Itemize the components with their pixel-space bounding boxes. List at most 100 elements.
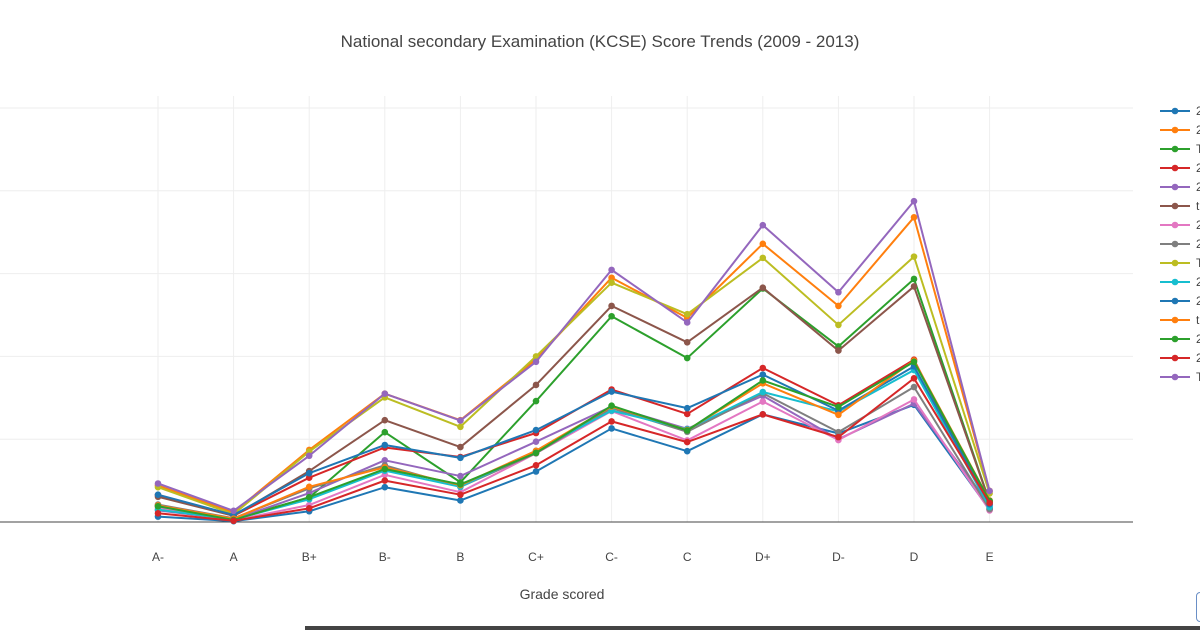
legend-item[interactable]: T <box>1160 370 1200 384</box>
data-point[interactable] <box>608 312 615 320</box>
data-point[interactable] <box>835 302 842 310</box>
data-point[interactable] <box>457 454 464 462</box>
data-point[interactable] <box>381 465 389 473</box>
data-point[interactable] <box>683 410 691 418</box>
data-point[interactable] <box>835 288 842 296</box>
data-point[interactable] <box>457 472 464 480</box>
data-point[interactable] <box>381 390 389 397</box>
data-point[interactable] <box>986 487 993 495</box>
data-point[interactable] <box>683 310 691 318</box>
data-point[interactable] <box>305 469 313 477</box>
data-point[interactable] <box>381 428 389 436</box>
legend-item[interactable]: 2 <box>1160 123 1200 137</box>
bottom-scrollbar[interactable] <box>305 626 1200 630</box>
legend-item[interactable]: T <box>1160 142 1200 156</box>
data-point[interactable] <box>910 283 918 290</box>
data-point[interactable] <box>910 358 918 366</box>
data-point[interactable] <box>759 284 767 291</box>
data-point[interactable] <box>457 497 464 504</box>
data-point[interactable] <box>835 433 842 441</box>
data-point[interactable] <box>759 221 767 229</box>
data-point[interactable] <box>532 461 540 469</box>
data-point[interactable] <box>910 275 918 283</box>
data-point[interactable] <box>230 517 237 525</box>
data-point[interactable] <box>532 358 540 366</box>
data-point[interactable] <box>381 483 389 491</box>
data-point[interactable] <box>532 449 540 457</box>
data-point[interactable] <box>608 274 615 282</box>
data-point[interactable] <box>835 403 842 411</box>
data-point[interactable] <box>305 452 313 460</box>
data-point[interactable] <box>381 477 389 484</box>
legend[interactable]: 2 2 T 2 2 t 2 2 T 2 2 t 2 2 T <box>1160 104 1200 384</box>
data-point[interactable] <box>154 502 162 510</box>
legend-item[interactable]: 2 <box>1160 161 1200 175</box>
data-point[interactable] <box>457 417 464 424</box>
legend-item[interactable]: 2 <box>1160 294 1200 308</box>
data-point[interactable] <box>154 491 162 498</box>
data-point[interactable] <box>683 319 691 326</box>
legend-item[interactable]: t <box>1160 199 1200 213</box>
legend-item[interactable]: T <box>1160 256 1200 270</box>
legend-item[interactable]: 2 <box>1160 104 1200 118</box>
data-point[interactable] <box>910 213 918 221</box>
data-point[interactable] <box>759 364 767 372</box>
data-point[interactable] <box>457 481 464 488</box>
data-point[interactable] <box>759 388 767 396</box>
data-point[interactable] <box>154 480 162 487</box>
data-point[interactable] <box>835 428 842 436</box>
data-point[interactable] <box>532 426 540 434</box>
data-point[interactable] <box>457 443 464 451</box>
data-point[interactable] <box>381 441 389 449</box>
data-point[interactable] <box>154 510 162 517</box>
data-point[interactable] <box>608 266 615 274</box>
data-point[interactable] <box>608 402 615 409</box>
legend-item[interactable]: 2 <box>1160 351 1200 365</box>
data-point[interactable] <box>457 423 464 431</box>
data-point[interactable] <box>910 375 918 382</box>
data-point[interactable] <box>759 371 767 378</box>
data-point[interactable] <box>835 411 842 419</box>
legend-item[interactable]: 2 <box>1160 332 1200 346</box>
data-point[interactable] <box>532 397 540 405</box>
data-point[interactable] <box>683 427 691 434</box>
data-point[interactable] <box>910 253 918 260</box>
legend-item[interactable]: 2 <box>1160 237 1200 251</box>
data-point[interactable] <box>608 302 615 310</box>
data-point[interactable] <box>683 438 691 446</box>
data-point[interactable] <box>835 321 842 329</box>
data-point[interactable] <box>608 425 615 432</box>
data-point[interactable] <box>305 474 313 482</box>
data-point[interactable] <box>910 396 918 403</box>
data-point[interactable] <box>759 377 767 384</box>
data-point[interactable] <box>759 240 767 248</box>
data-point[interactable] <box>532 438 540 445</box>
data-point[interactable] <box>608 388 615 395</box>
data-point[interactable] <box>759 254 767 262</box>
data-point[interactable] <box>759 398 767 405</box>
data-point[interactable] <box>910 383 918 391</box>
data-point[interactable] <box>683 339 691 346</box>
data-point[interactable] <box>532 468 540 475</box>
data-point[interactable] <box>305 493 313 501</box>
data-point[interactable] <box>457 491 464 498</box>
data-point[interactable] <box>683 354 691 362</box>
data-point[interactable] <box>759 411 767 418</box>
legend-item[interactable]: 2 <box>1160 275 1200 289</box>
data-point[interactable] <box>608 279 615 287</box>
data-point[interactable] <box>986 499 993 507</box>
data-point[interactable] <box>532 381 540 389</box>
data-point[interactable] <box>835 347 842 354</box>
data-point[interactable] <box>532 353 540 360</box>
data-point[interactable] <box>230 507 237 515</box>
corner-button[interactable] <box>1196 592 1200 622</box>
data-point[interactable] <box>910 197 918 205</box>
data-point[interactable] <box>683 404 691 412</box>
data-point[interactable] <box>305 483 313 491</box>
legend-item[interactable]: t <box>1160 313 1200 327</box>
data-point[interactable] <box>381 457 389 464</box>
data-point[interactable] <box>381 416 389 424</box>
data-point[interactable] <box>608 418 615 425</box>
data-point[interactable] <box>305 505 313 512</box>
legend-item[interactable]: 2 <box>1160 218 1200 232</box>
